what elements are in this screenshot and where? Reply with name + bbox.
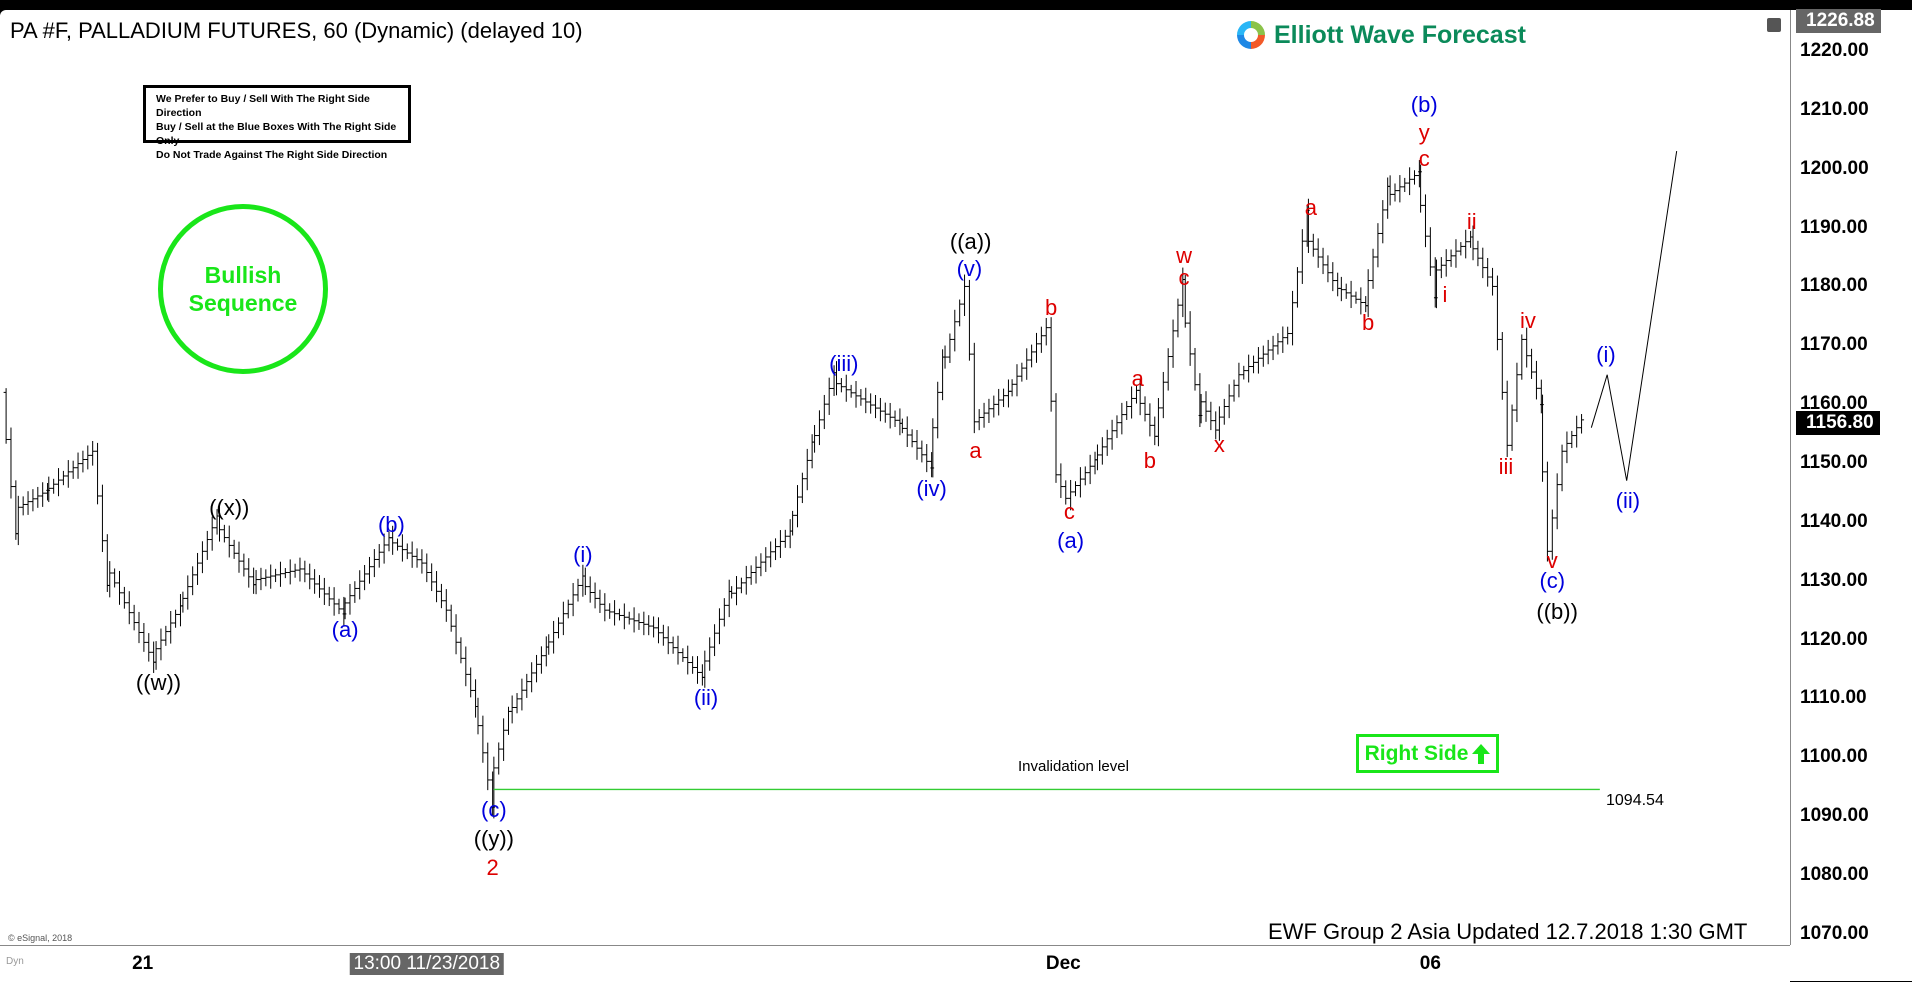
badge-line: Bullish <box>204 262 282 288</box>
wave-label: v <box>1546 547 1558 573</box>
logo: Elliott Wave Forecast <box>1234 18 1526 52</box>
wave-label: i <box>1442 281 1448 307</box>
arrow-up-icon <box>1472 743 1491 764</box>
y-tick-label: 1110.00 <box>1800 687 1867 709</box>
wave-label: ((x)) <box>209 495 250 521</box>
chart-title: PA #F, PALLADIUM FUTURES, 60 (Dynamic) (… <box>10 18 583 43</box>
y-tick-label: 1210.00 <box>1800 98 1869 120</box>
wave-label: (v) <box>956 256 983 282</box>
logo-text: Elliott Wave Forecast <box>1274 20 1526 49</box>
wave-label: a <box>969 438 982 464</box>
y-tick-label: 1070.00 <box>1800 922 1869 944</box>
wave-label: b <box>1362 309 1375 335</box>
y-tick-label: 1080.00 <box>1800 864 1869 886</box>
y-tick-label: 1160.00 <box>1800 393 1868 415</box>
wave-label: (iii) <box>829 351 859 377</box>
top-price-tag: 1226.88 <box>1796 9 1881 33</box>
wave-label: 2 <box>486 854 499 880</box>
notice-line: Do Not Trade Against The Right Side Dire… <box>156 149 388 161</box>
y-tick-label: 1220.00 <box>1800 40 1869 61</box>
notice-line: Buy / Sell at the Blue Boxes With The Ri… <box>156 121 397 147</box>
y-tick-label: 1190.00 <box>1800 216 1868 238</box>
wave-label: (c) <box>1539 568 1566 594</box>
wave-label: ((y)) <box>473 825 514 851</box>
wave-label: (a) <box>331 617 359 643</box>
wave-label: (i) <box>573 542 593 568</box>
wave-label: (ii) <box>1615 487 1641 513</box>
wave-label: ((w)) <box>135 669 182 695</box>
y-tick-label: 1120.00 <box>1800 628 1868 650</box>
x-tick-label: 21 <box>132 953 154 974</box>
y-tick-label: 1090.00 <box>1800 805 1869 827</box>
wave-label: y <box>1418 119 1430 145</box>
logo-icon <box>1237 21 1265 49</box>
copyright: © eSignal, 2018 <box>8 933 73 943</box>
wave-label: ((a)) <box>949 229 992 255</box>
y-tick-label: 1140.00 <box>1800 510 1868 532</box>
wave-label: c <box>1418 146 1430 172</box>
wave-label: b <box>1044 295 1058 321</box>
x-tick-label: Dec <box>1045 953 1081 974</box>
y-tick-label: 1170.00 <box>1800 334 1868 356</box>
x-tick-label: 06 <box>1419 953 1441 974</box>
wave-label: (b) <box>377 512 405 538</box>
invalidation-label: Invalidation level <box>1018 758 1129 775</box>
last-price-tag: 1156.80 <box>1796 410 1880 435</box>
wave-label: c <box>1178 265 1190 291</box>
notice-line: We Prefer to Buy / Sell With The Right S… <box>156 93 370 119</box>
dyn-toggle[interactable]: Dyn <box>6 956 24 967</box>
wave-label: iv <box>1519 307 1536 333</box>
right-side-badge: Right Side <box>1356 734 1499 773</box>
right-side-label: Right Side <box>1364 741 1469 765</box>
wave-label: ((b)) <box>1536 598 1578 624</box>
wave-label: w <box>1176 242 1192 268</box>
update-note: EWF Group 2 Asia Updated 12.7.2018 1:30 … <box>1268 919 1748 944</box>
badge-line: Sequence <box>188 290 298 316</box>
y-tick-label: 1130.00 <box>1800 569 1868 591</box>
wave-label: c <box>1063 498 1075 524</box>
y-tick-label: 1150.00 <box>1800 452 1868 474</box>
wave-label: iii <box>1498 453 1514 479</box>
wave-label: (ii) <box>693 685 719 711</box>
time-axis[interactable] <box>0 945 1790 982</box>
projection-path <box>1590 150 1678 481</box>
y-tick-label: 1100.00 <box>1800 746 1868 768</box>
wave-label: a <box>1304 195 1317 221</box>
price-axis[interactable] <box>1790 10 1912 945</box>
wave-label: x <box>1213 432 1225 458</box>
wave-label: (a) <box>1057 528 1085 554</box>
restore-window-icon[interactable] <box>1767 18 1781 32</box>
trading-notice: We Prefer to Buy / Sell With The Right S… <box>143 85 411 161</box>
wave-label: (iv) <box>916 475 947 501</box>
y-tick-label: 1200.00 <box>1800 157 1869 179</box>
wave-label: a <box>1131 365 1144 391</box>
invalidation-value: 1094.54 <box>1606 792 1664 809</box>
x-tick-label: 13:00 11/23/2018 <box>349 953 505 975</box>
chart-window <box>0 10 1912 981</box>
wave-label: b <box>1143 447 1157 473</box>
bullish-sequence-badge: Bullish Sequence <box>158 204 328 374</box>
wave-label: (i) <box>1596 342 1616 368</box>
wave-label: (b) <box>1410 91 1438 117</box>
y-tick-label: 1180.00 <box>1800 275 1868 297</box>
wave-label: (c) <box>481 796 507 822</box>
wave-label: ii <box>1466 208 1477 234</box>
